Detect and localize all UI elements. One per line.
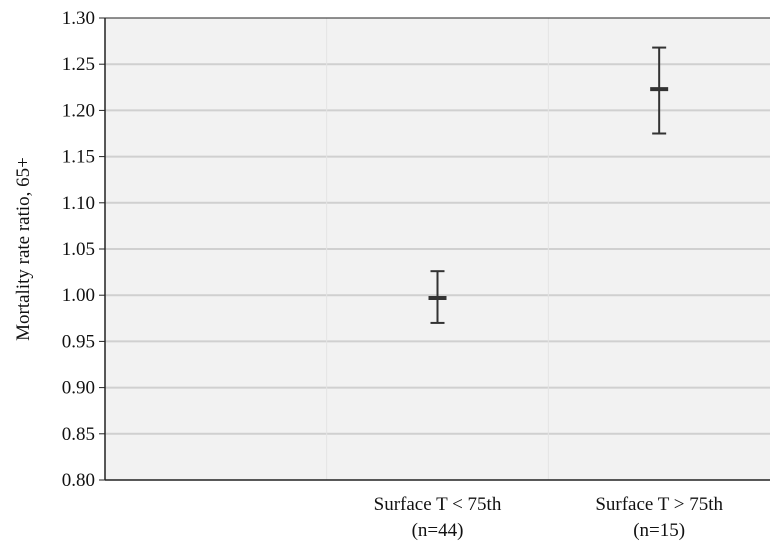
gridlines bbox=[105, 18, 770, 480]
y-tick-label: 1.10 bbox=[62, 193, 95, 214]
y-tick-label: 1.05 bbox=[62, 239, 95, 260]
x-category-label: Surface T > 75th bbox=[595, 494, 723, 515]
y-tick-label: 1.20 bbox=[62, 100, 95, 121]
error-bar-1 bbox=[428, 270, 447, 324]
y-tick-label: 1.15 bbox=[62, 147, 95, 168]
x-category-label: Surface T < 75th bbox=[374, 494, 502, 515]
y-axis: 0.80 0.85 0.90 0.95 1.00 1.05 1.10 1.15 1.20 1.25… bbox=[62, 8, 106, 491]
y-tick-label: 0.95 bbox=[62, 331, 95, 352]
error-bar-2 bbox=[650, 46, 669, 135]
y-tick-label: 1.25 bbox=[62, 54, 95, 75]
y-tick-label: 1.00 bbox=[62, 285, 95, 306]
y-tick-label: 1.30 bbox=[62, 8, 95, 29]
y-tick-label: 0.90 bbox=[62, 378, 95, 399]
y-axis-title: Mortality rate ratio, 65+ bbox=[13, 157, 34, 341]
x-category-count: (n=15) bbox=[633, 520, 685, 541]
error-bars bbox=[428, 46, 669, 324]
x-axis: Surface T < 75th (n=44) Surface T > 75th (n… bbox=[105, 17, 770, 541]
y-tick-label: 0.80 bbox=[62, 470, 95, 491]
y-tick-label: 0.85 bbox=[62, 424, 95, 445]
x-category-count: (n=44) bbox=[412, 520, 464, 541]
